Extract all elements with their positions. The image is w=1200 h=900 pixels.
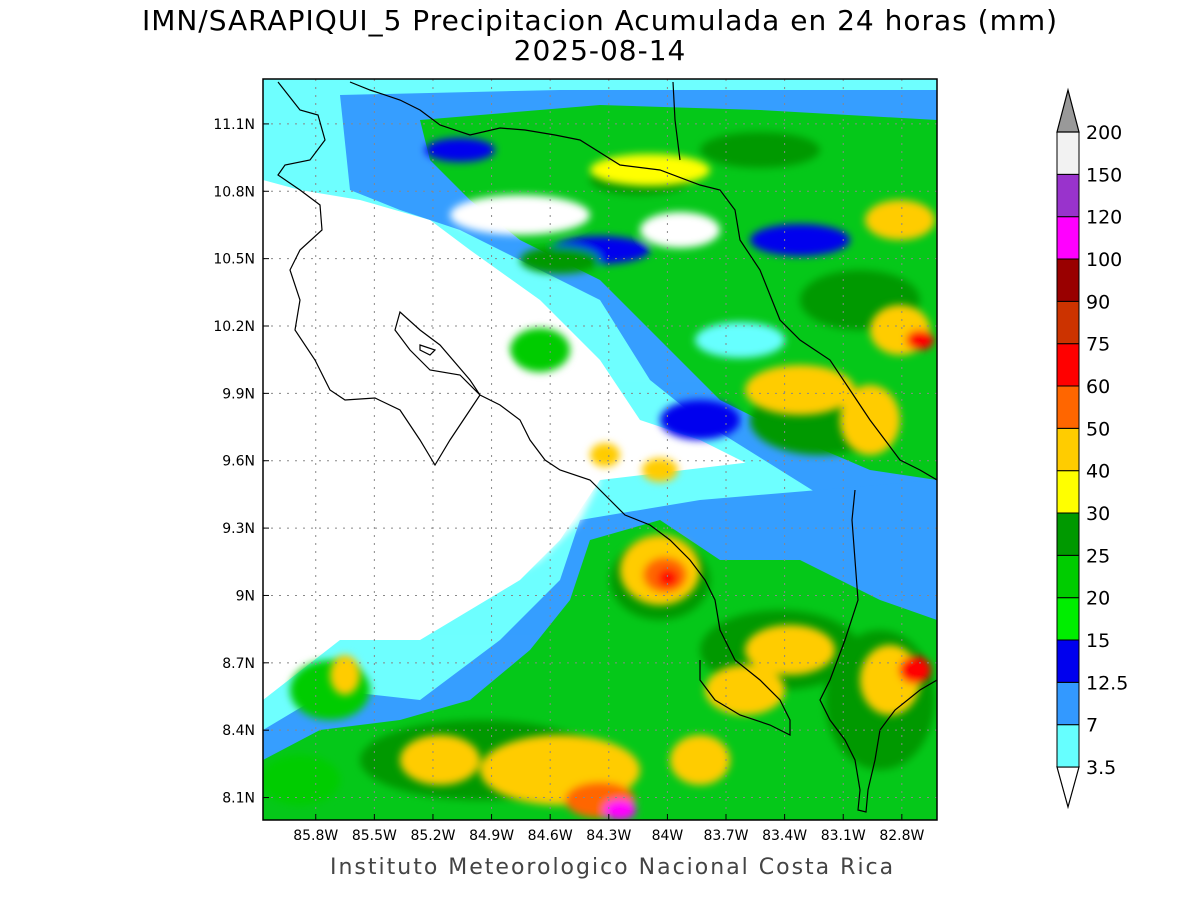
longitude-labels: 85.8W 85.5W 85.2W 84.9W 84.6W 84.3W 84W 83.7W 83…: [293, 814, 924, 844]
lon-tick-label: 84W: [652, 828, 684, 844]
lat-tick-label: 10.2N: [213, 319, 255, 335]
colorbar-box: [1056, 300, 1080, 345]
rain-max: [705, 665, 785, 715]
coastlines: [277, 81, 937, 813]
lat-tick-label: 11.1N: [213, 117, 255, 133]
rain-max: [590, 154, 710, 186]
map-gridlines: [263, 79, 937, 820]
colorbar-label: 50: [1086, 418, 1110, 440]
rain-cell: [510, 328, 570, 372]
rain-cell: [425, 138, 495, 162]
lat-tick-label: 10.8N: [213, 184, 255, 200]
lat-tick-label: 8.1N: [222, 791, 255, 807]
lon-tick-label: 84.6W: [528, 828, 573, 844]
rain-max: [670, 735, 730, 785]
panama-border: [819, 489, 937, 813]
colorbar-label: 120: [1086, 207, 1122, 229]
rain-max: [745, 365, 855, 415]
colorbar-label: 200: [1086, 122, 1122, 144]
colorbar-label: 20: [1086, 588, 1110, 610]
colorbar-box: [1056, 131, 1080, 175]
colorbar-under-arrow: [1056, 766, 1080, 810]
colorbar-box: [1056, 173, 1080, 218]
rain-max: [604, 800, 636, 820]
colorbar-box: [1056, 597, 1080, 641]
colorbar-box: [1056, 385, 1080, 429]
colorbar-box: [1056, 554, 1080, 599]
rain-max: [590, 443, 620, 467]
colorbar-over-arrow: [1056, 87, 1080, 133]
caribbean-border: [349, 81, 937, 481]
colorbar-box: [1056, 343, 1080, 387]
lon-tick-label: 83.7W: [704, 828, 749, 844]
colorbar-label: 75: [1086, 334, 1110, 356]
lon-tick-label: 82.8W: [879, 828, 924, 844]
map-title: IMN/SARAPIQUI_5 Precipitacion Acumulada …: [141, 4, 1059, 37]
map-panel: [262, 78, 938, 821]
colorbar-box: [1056, 216, 1080, 260]
rain-max: [865, 200, 935, 240]
rain-cell: [700, 132, 820, 168]
footer-credit: Instituto Meteorologico Nacional Costa R…: [330, 855, 896, 880]
colorbar-label: 30: [1086, 503, 1110, 525]
colorbar-label: 25: [1086, 545, 1110, 567]
lon-tick-label: 83.4W: [762, 828, 807, 844]
colorbar-label: 90: [1086, 291, 1110, 313]
lon-tick-label: 84.9W: [469, 828, 514, 844]
precipitation-field: [263, 79, 937, 820]
colorbar-label: 150: [1086, 164, 1122, 186]
lat-tick-label: 9.9N: [222, 386, 255, 402]
rain-cell: [263, 755, 340, 805]
colorbar-label: 12.5: [1086, 672, 1128, 694]
lon-tick-label: 85.8W: [293, 828, 338, 844]
rain-cell: [695, 322, 785, 358]
colorbar-box: [1056, 427, 1080, 472]
colorbar-box: [1056, 512, 1080, 556]
nicaragua-border: [672, 81, 681, 161]
latitude-labels: 11.1N 10.8N 10.5N 10.2N 9.9N 9.6N 9.3N 9N 8.7N 8.…: [213, 117, 269, 807]
rain-cell: [520, 246, 600, 274]
map-frame: [262, 78, 938, 821]
lat-tick-label: 9N: [236, 588, 255, 604]
colorbar-label: 7: [1086, 715, 1098, 737]
colorbar-box: [1056, 470, 1080, 514]
colorbar-label: 100: [1086, 249, 1122, 271]
lat-tick-label: 9.6N: [222, 454, 255, 470]
lat-tick-label: 9.3N: [222, 521, 255, 537]
lon-tick-label: 85.2W: [410, 828, 455, 844]
dry-area: [263, 200, 600, 640]
rain-cell: [750, 224, 850, 256]
lat-tick-label: 8.4N: [222, 723, 255, 739]
island: [419, 344, 437, 356]
colorbar-label: 40: [1086, 461, 1110, 483]
rain-max: [658, 569, 678, 587]
colorbar-label: 3.5: [1086, 757, 1116, 779]
rain-max: [400, 735, 480, 785]
colorbar-box: [1056, 258, 1080, 302]
colorbar-label: 15: [1086, 630, 1110, 652]
colorbar-box: [1056, 724, 1080, 768]
rain-max: [642, 458, 678, 482]
colorbar: 3.5 7 12.5 15 20 25 30 40 50 60 75 90 100 120 150 200: [1056, 87, 1128, 810]
rain-max: [899, 656, 931, 684]
dry-area: [450, 195, 590, 235]
lon-tick-label: 83.1W: [821, 828, 866, 844]
lon-tick-label: 84.3W: [586, 828, 631, 844]
rain-max: [330, 655, 360, 695]
map-date: 2025-08-14: [513, 34, 687, 67]
lat-tick-label: 8.7N: [222, 656, 255, 672]
dry-area: [640, 212, 720, 248]
lat-tick-label: 10.5N: [213, 252, 255, 268]
rain-max: [906, 330, 934, 350]
rain-cell: [660, 400, 740, 440]
colorbar-box: [1056, 681, 1080, 726]
pacific-coastline: [277, 81, 791, 736]
colorbar-box: [1056, 639, 1080, 683]
lon-tick-label: 85.5W: [352, 828, 397, 844]
colorbar-label: 60: [1086, 376, 1110, 398]
